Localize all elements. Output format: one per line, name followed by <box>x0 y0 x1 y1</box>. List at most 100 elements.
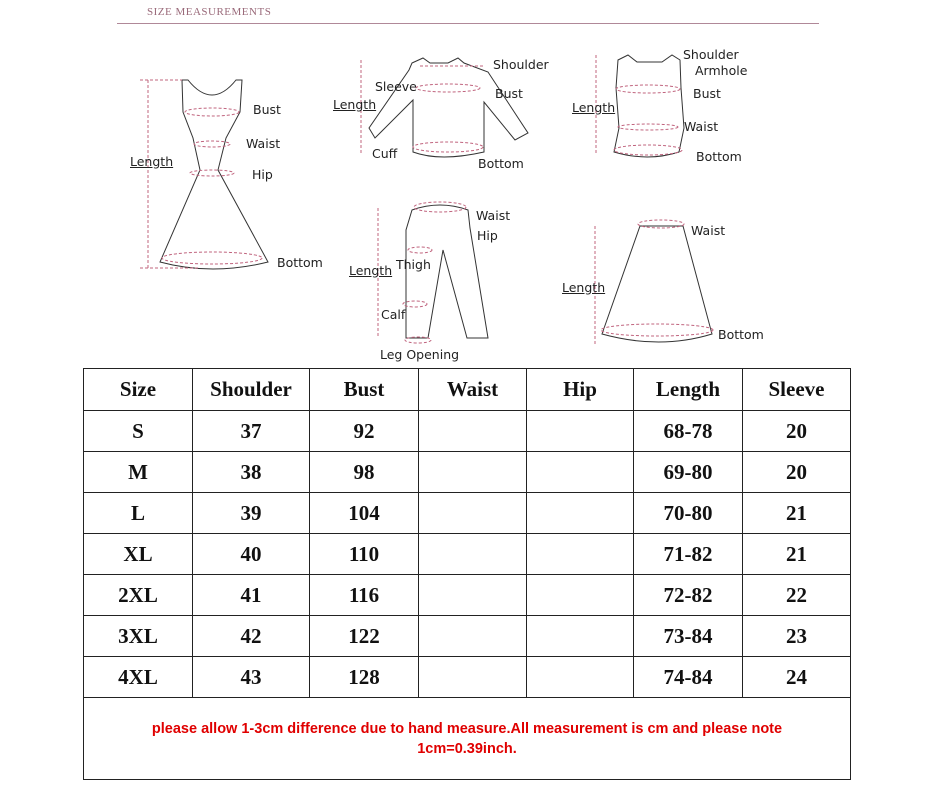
cell-sleeve: 23 <box>742 615 851 657</box>
vest-outline <box>613 54 685 158</box>
dress-hip-label: Hip <box>252 167 273 182</box>
dress-waist-label: Waist <box>246 136 281 151</box>
pants-waist-label: Waist <box>476 208 511 223</box>
cell-length: 73-84 <box>633 615 743 657</box>
cell-shoulder: 40 <box>192 533 310 575</box>
cell-waist <box>418 410 527 452</box>
dress-length-label: Length <box>130 154 174 169</box>
cell-size: 2XL <box>83 574 193 616</box>
cell-shoulder: 41 <box>192 574 310 616</box>
cell-waist <box>418 574 527 616</box>
cell-hip <box>526 656 634 698</box>
vest-shoulder-label: Shoulder <box>683 47 739 62</box>
garment-diagrams <box>140 54 714 344</box>
cell-sleeve: 21 <box>742 492 851 534</box>
measurement-note: please allow 1-3cm difference due to han… <box>83 697 851 780</box>
table-row: 4XL 43 128 74-84 24 <box>83 656 851 698</box>
cell-waist <box>418 492 527 534</box>
cell-hip <box>526 451 634 493</box>
pants-hip-label: Hip <box>477 228 498 243</box>
skirt-bottom-label: Bottom <box>718 327 764 342</box>
cell-sleeve: 24 <box>742 656 851 698</box>
dress-outline <box>159 79 269 270</box>
cell-hip <box>526 615 634 657</box>
table-row: XL 40 110 71-82 21 <box>83 533 851 575</box>
table-row: 2XL 41 116 72-82 22 <box>83 574 851 616</box>
dress-bottom-label: Bottom <box>277 255 323 270</box>
cell-shoulder: 38 <box>192 451 310 493</box>
table-header-row: Size Shoulder Bust Waist Hip Length Slee… <box>83 368 851 411</box>
cell-bust: 116 <box>309 574 419 616</box>
cell-size: L <box>83 492 193 534</box>
vest-waist-label: Waist <box>684 119 719 134</box>
cell-bust: 128 <box>309 656 419 698</box>
cell-waist <box>418 615 527 657</box>
top-length-label: Length <box>333 97 377 112</box>
header-bust: Bust <box>309 368 419 411</box>
pants-calf-label: Calf <box>381 307 406 322</box>
cell-shoulder: 42 <box>192 615 310 657</box>
pants-thigh-label: Thigh <box>396 257 431 272</box>
header-sleeve: Sleeve <box>742 368 851 411</box>
skirt-outline <box>601 225 713 343</box>
top-sleeve-label: Sleeve <box>375 79 417 94</box>
size-table: Size Shoulder Bust Waist Hip Length Slee… <box>83 368 851 780</box>
cell-length: 69-80 <box>633 451 743 493</box>
top-bust-label: Bust <box>495 86 523 101</box>
cell-bust: 122 <box>309 615 419 657</box>
cell-shoulder: 37 <box>192 410 310 452</box>
cell-length: 68-78 <box>633 410 743 452</box>
top-cuff-label: Cuff <box>372 146 398 161</box>
header-length: Length <box>633 368 743 411</box>
cell-hip <box>526 533 634 575</box>
header-waist: Waist <box>418 368 527 411</box>
note-row: please allow 1-3cm difference due to han… <box>83 697 851 780</box>
dress-bust-label: Bust <box>253 102 281 117</box>
cell-size: XL <box>83 533 193 575</box>
cell-waist <box>418 451 527 493</box>
vest-bust-label: Bust <box>693 86 721 101</box>
top-outline <box>368 57 529 158</box>
cell-size: 4XL <box>83 656 193 698</box>
cell-length: 74-84 <box>633 656 743 698</box>
cell-sleeve: 22 <box>742 574 851 616</box>
title-divider <box>117 23 819 24</box>
table-row: M 38 98 69-80 20 <box>83 451 851 493</box>
skirt-length-label: Length <box>562 280 606 295</box>
cell-waist <box>418 533 527 575</box>
top-shoulder-label: Shoulder <box>493 57 549 72</box>
cell-sleeve: 20 <box>742 410 851 452</box>
vest-armhole-label: Armhole <box>695 63 748 78</box>
cell-shoulder: 39 <box>192 492 310 534</box>
cell-bust: 110 <box>309 533 419 575</box>
top-bottom-label: Bottom <box>478 156 524 171</box>
page-title: SIZE MEASUREMENTS <box>147 6 272 18</box>
table-row: 3XL 42 122 73-84 23 <box>83 615 851 657</box>
vest-bottom-label: Bottom <box>696 149 742 164</box>
header-hip: Hip <box>526 368 634 411</box>
cell-hip <box>526 492 634 534</box>
pants-length-label: Length <box>349 263 393 278</box>
table-row: L 39 104 70-80 21 <box>83 492 851 534</box>
header-size: Size <box>83 368 193 411</box>
cell-hip <box>526 410 634 452</box>
cell-bust: 92 <box>309 410 419 452</box>
cell-size: S <box>83 410 193 452</box>
cell-length: 72-82 <box>633 574 743 616</box>
cell-shoulder: 43 <box>192 656 310 698</box>
cell-size: M <box>83 451 193 493</box>
cell-length: 70-80 <box>633 492 743 534</box>
skirt-waist-label: Waist <box>691 223 726 238</box>
cell-size: 3XL <box>83 615 193 657</box>
cell-bust: 104 <box>309 492 419 534</box>
table-row: S 37 92 68-78 20 <box>83 410 851 452</box>
cell-bust: 98 <box>309 451 419 493</box>
cell-waist <box>418 656 527 698</box>
header-shoulder: Shoulder <box>192 368 310 411</box>
vest-length-label: Length <box>572 100 616 115</box>
cell-sleeve: 21 <box>742 533 851 575</box>
cell-hip <box>526 574 634 616</box>
cell-sleeve: 20 <box>742 451 851 493</box>
pants-leg-opening-label: Leg Opening <box>380 347 460 362</box>
